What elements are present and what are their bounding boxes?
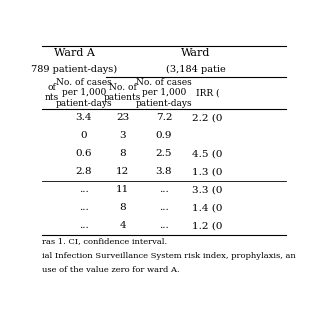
Text: use of the value zero for ward A.: use of the value zero for ward A. — [43, 266, 180, 274]
Text: 1.3 (0: 1.3 (0 — [193, 167, 223, 176]
Text: 23: 23 — [116, 113, 129, 122]
Text: 12: 12 — [116, 167, 129, 176]
Text: ...: ... — [159, 221, 169, 230]
Text: ...: ... — [79, 221, 89, 230]
Text: 3.8: 3.8 — [156, 167, 172, 176]
Text: ial Infection Surveillance System risk index, prophylaxis, an: ial Infection Surveillance System risk i… — [43, 252, 296, 260]
Text: 4.5 (0: 4.5 (0 — [193, 149, 223, 158]
Text: 0.6: 0.6 — [76, 149, 92, 158]
Text: of
nts: of nts — [45, 83, 59, 102]
Text: ...: ... — [79, 203, 89, 212]
Text: 3: 3 — [119, 131, 126, 140]
Text: No. of cases
per 1,000
patient-days: No. of cases per 1,000 patient-days — [136, 78, 192, 108]
Text: 789 patient-days): 789 patient-days) — [31, 65, 117, 74]
Text: No. of
patients: No. of patients — [104, 83, 141, 102]
Text: (3,184 patie: (3,184 patie — [166, 65, 226, 74]
Text: No. of cases
per 1,000
patient-days: No. of cases per 1,000 patient-days — [55, 78, 112, 108]
Text: 4: 4 — [119, 221, 126, 230]
Text: Ward: Ward — [181, 48, 210, 58]
Text: Ward A: Ward A — [54, 48, 94, 58]
Text: 0.9: 0.9 — [156, 131, 172, 140]
Text: ras 1. CI, confidence interval.: ras 1. CI, confidence interval. — [43, 237, 168, 245]
Text: 2.2 (0: 2.2 (0 — [193, 113, 223, 122]
Text: 1.2 (0: 1.2 (0 — [193, 221, 223, 230]
Text: 1.4 (0: 1.4 (0 — [193, 203, 223, 212]
Text: ...: ... — [159, 185, 169, 194]
Text: ...: ... — [79, 185, 89, 194]
Text: 3.3 (0: 3.3 (0 — [193, 185, 223, 194]
Text: 8: 8 — [119, 203, 126, 212]
Text: 2.8: 2.8 — [76, 167, 92, 176]
Text: 7.2: 7.2 — [156, 113, 172, 122]
Text: 3.4: 3.4 — [76, 113, 92, 122]
Text: 8: 8 — [119, 149, 126, 158]
Text: 2.5: 2.5 — [156, 149, 172, 158]
Text: 0: 0 — [81, 131, 87, 140]
Text: ...: ... — [159, 203, 169, 212]
Text: IRR (: IRR ( — [196, 88, 220, 97]
Text: 11: 11 — [116, 185, 129, 194]
